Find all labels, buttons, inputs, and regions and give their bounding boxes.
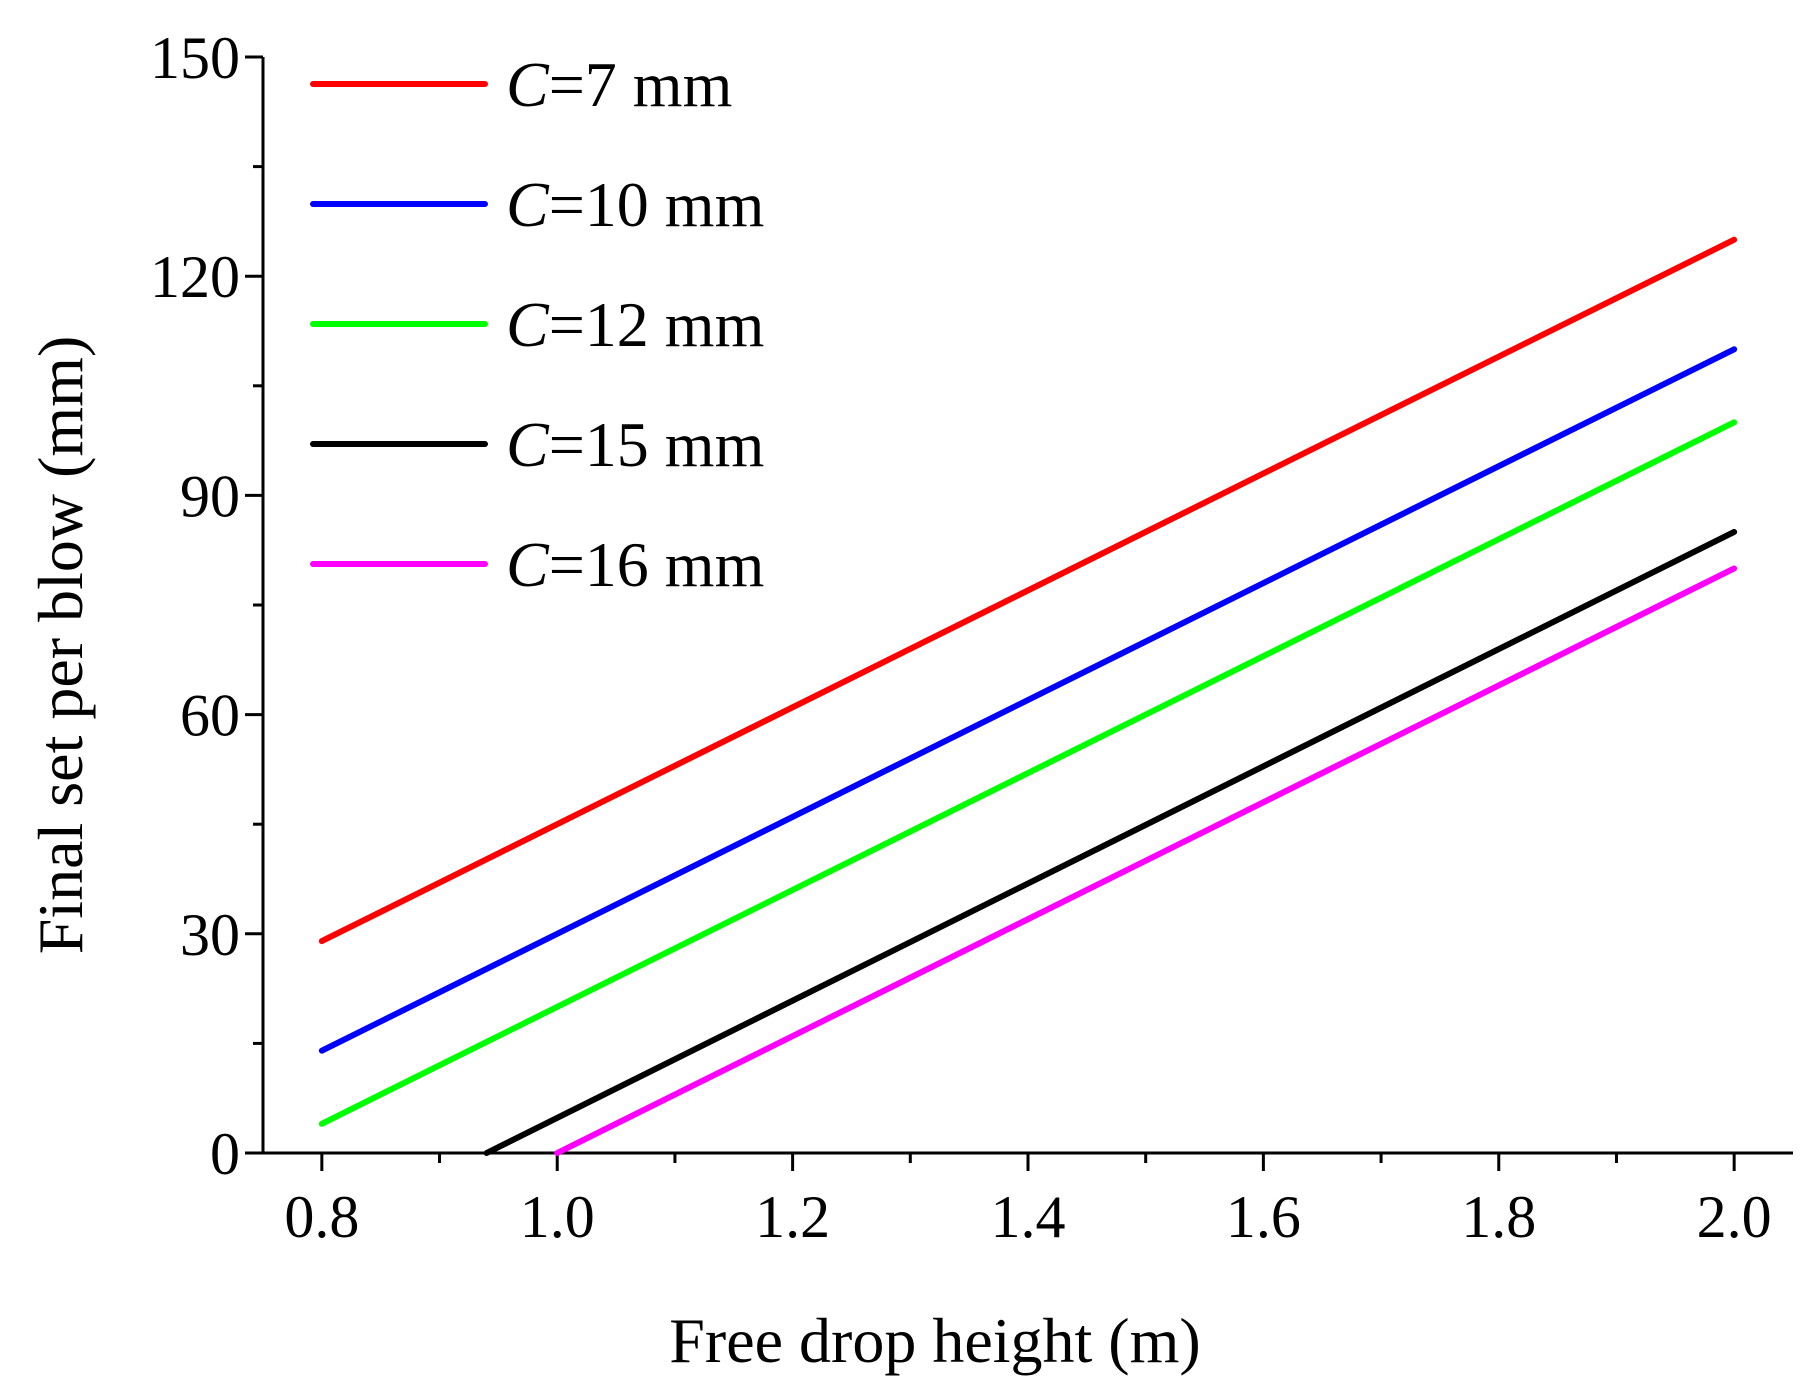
axes-layer bbox=[261, 57, 1793, 1155]
x-tick-label: 1.8 bbox=[1461, 1184, 1536, 1250]
legend: C=7 mmC=10 mmC=12 mmC=15 mmC=16 mm bbox=[310, 49, 764, 600]
legend-label-4: C=15 mm bbox=[506, 409, 764, 480]
y-tick-label: 30 bbox=[180, 902, 240, 968]
legend-label-5: C=16 mm bbox=[506, 529, 764, 600]
series-layer bbox=[318, 236, 1738, 1156]
x-tick-label: 1.6 bbox=[1226, 1184, 1301, 1250]
x-tick-label: 2.0 bbox=[1697, 1184, 1772, 1250]
y-tick-label: 60 bbox=[180, 683, 240, 749]
series-line-2 bbox=[318, 346, 1738, 1054]
series-line-4 bbox=[483, 528, 1738, 1156]
legend-label-3: C=12 mm bbox=[506, 289, 764, 360]
legend-label-variable: C bbox=[506, 169, 550, 240]
series-line-3 bbox=[318, 419, 1738, 1127]
y-tick-label: 0 bbox=[210, 1121, 240, 1187]
series-line-5 bbox=[554, 565, 1738, 1156]
y-axis-title: Final set per blow (mm) bbox=[25, 336, 96, 955]
y-tick-label: 90 bbox=[180, 463, 240, 529]
ticks-layer: 0.8 1.0 1.2 1.4 1.6 1.8 2.0 0 30 60 90 120 150 bbox=[150, 25, 1772, 1250]
legend-label-variable: C bbox=[506, 49, 550, 120]
legend-label-variable: C bbox=[506, 409, 550, 480]
y-tick-label: 120 bbox=[150, 244, 240, 310]
legend-label-value: =15 mm bbox=[549, 409, 765, 480]
legend-label-value: =7 mm bbox=[549, 49, 733, 120]
x-axis-title: Free drop height (m) bbox=[669, 1305, 1200, 1376]
legend-label-variable: C bbox=[506, 289, 550, 360]
x-tick-label: 1.0 bbox=[520, 1184, 595, 1250]
y-tick-label: 150 bbox=[150, 25, 240, 91]
x-tick-label: 1.2 bbox=[755, 1184, 830, 1250]
legend-label-value: =10 mm bbox=[549, 169, 765, 240]
legend-label-2: C=10 mm bbox=[506, 169, 764, 240]
x-tick-label: 0.8 bbox=[284, 1184, 359, 1250]
series-line-1 bbox=[318, 236, 1738, 945]
legend-label-1: C=7 mm bbox=[506, 49, 732, 120]
legend-label-value: =16 mm bbox=[549, 529, 765, 600]
legend-label-variable: C bbox=[506, 529, 550, 600]
x-tick-label: 1.4 bbox=[991, 1184, 1066, 1250]
legend-label-value: =12 mm bbox=[549, 289, 765, 360]
